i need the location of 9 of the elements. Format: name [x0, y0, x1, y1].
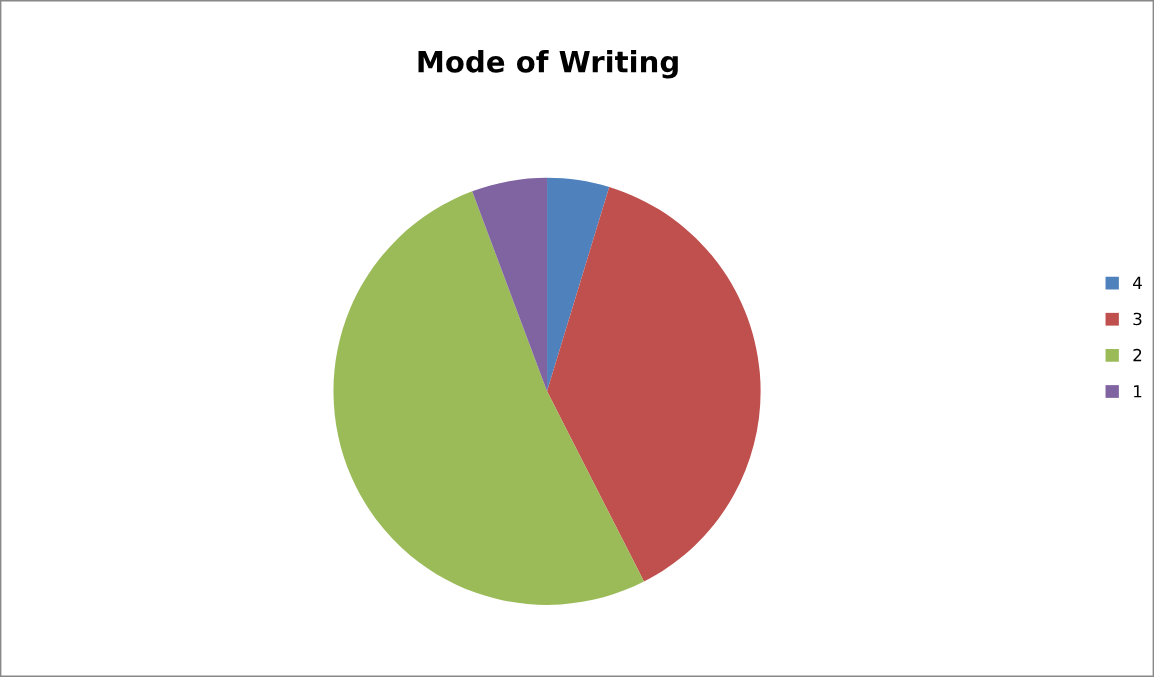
legend-label: 1 — [1134, 385, 1142, 398]
pie-slice — [333, 191, 645, 605]
pie-slice — [547, 186, 761, 582]
legend-label: 3 — [1133, 312, 1142, 326]
legend-label: 2 — [1133, 348, 1142, 362]
legend-label: 4 — [1133, 276, 1142, 289]
pie-slice — [472, 177, 548, 392]
pie-slice — [547, 177, 610, 392]
chart-title: Mode of Writing — [418, 50, 678, 79]
